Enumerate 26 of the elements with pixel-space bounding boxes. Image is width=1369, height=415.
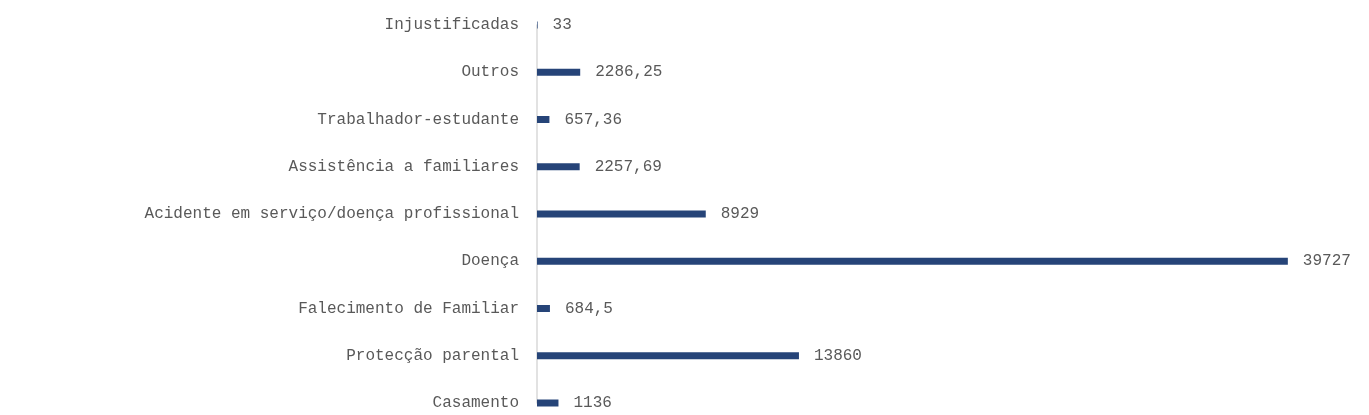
data-label: 13860 — [813, 346, 862, 365]
data-label: 684,5 — [564, 299, 613, 318]
data-label: 8929 — [720, 205, 760, 223]
data-label: 1136 — [573, 394, 612, 412]
y-tick-label: Assistência a familiares — [288, 157, 519, 176]
bar — [537, 305, 550, 312]
y-tick-label: Outros — [461, 63, 519, 82]
y-tick-label: Trabalhador-estudante — [317, 110, 519, 129]
bar — [537, 210, 706, 218]
y-tick-label: Falecimento de Familiar — [298, 299, 519, 318]
data-label: 657,36 — [564, 110, 623, 129]
y-tick-label: Acidente em serviço/doença profissional — [144, 205, 519, 223]
y-tick-label: Protecção parental — [346, 346, 519, 365]
y-tick-label: Injustificadas — [384, 16, 519, 34]
data-label: 2286,25 — [595, 63, 663, 82]
bar — [537, 163, 580, 171]
y-tick-label: Casamento — [432, 394, 519, 412]
data-label: 2257,69 — [594, 157, 662, 176]
bar — [537, 68, 581, 76]
bar — [537, 257, 1288, 265]
bar — [537, 399, 559, 407]
data-label: 33 — [552, 16, 572, 34]
bar — [537, 352, 799, 360]
bar — [537, 116, 550, 123]
data-label: 39727 — [1302, 252, 1351, 271]
y-tick-label: Doença — [461, 252, 520, 271]
